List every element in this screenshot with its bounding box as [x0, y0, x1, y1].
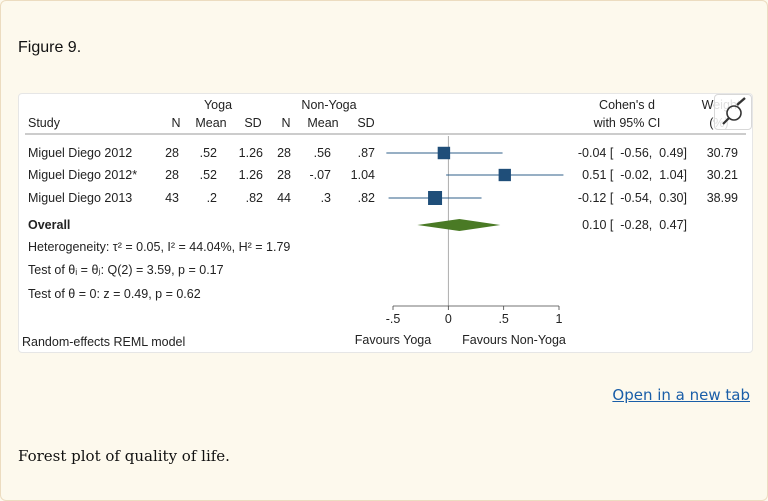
overall-ci: 0.10 [ -0.28, 0.47]: [582, 218, 687, 232]
forest-plot-figure[interactable]: Yoga Non-Yoga Cohen's d Weight Study N M…: [18, 93, 753, 353]
header-study: Study: [28, 116, 61, 130]
figure-caption: Forest plot of quality of life.: [18, 447, 230, 465]
effect-marker: [428, 191, 443, 205]
non-n: 28: [277, 168, 291, 182]
favours-nonyoga-label: Favours Non-Yoga: [462, 333, 566, 347]
yoga-n: 43: [165, 191, 179, 205]
study-rows: Miguel Diego 2012 28 .52 1.26 28 .56 .87 -0.04 …: [28, 146, 738, 205]
open-in-new-tab-link[interactable]: Open in a new tab: [612, 386, 750, 404]
x-tick-label: -.5: [386, 312, 401, 326]
heterogeneity-text: Heterogeneity: τ² = 0.05, I² = 44.04%, H…: [28, 240, 290, 254]
study-weight: 30.21: [707, 168, 738, 182]
non-mean: -.07: [309, 168, 331, 182]
x-tick-label: 0: [445, 312, 452, 326]
study-name: Miguel Diego 2012*: [28, 168, 137, 182]
magnifier-icon: [722, 97, 746, 125]
non-sd: .87: [358, 146, 375, 160]
header-effect: Cohen's d: [599, 98, 655, 112]
table-row: Miguel Diego 2012* 28 .52 1.26 28 -.07 1.04 0.5…: [28, 168, 738, 182]
study-ci: 0.51 [ -0.02, 1.04]: [582, 168, 687, 182]
table-row: Miguel Diego 2012 28 .52 1.26 28 .56 .87 -0.04 …: [28, 146, 738, 160]
x-tick-label: 1: [556, 312, 563, 326]
x-tick-label: .5: [498, 312, 508, 326]
non-n: 44: [277, 191, 291, 205]
model-label: Random-effects REML model: [22, 335, 185, 349]
study-ci: -0.04 [ -0.56, 0.49]: [578, 146, 687, 160]
header-yoga-n: N: [171, 116, 180, 130]
header-yoga-sd: SD: [244, 116, 261, 130]
header-yoga-mean: Mean: [195, 116, 226, 130]
header-nonyoga: Non-Yoga: [301, 98, 356, 112]
overall-label: Overall: [28, 218, 70, 232]
favours-yoga-label: Favours Yoga: [355, 333, 431, 347]
x-ticks: -.5 0 .5 1: [386, 306, 563, 326]
zoom-button[interactable]: [714, 94, 752, 130]
header-yoga: Yoga: [204, 98, 232, 112]
yoga-sd: .82: [246, 191, 263, 205]
plot-marks: [386, 146, 564, 231]
yoga-mean: .52: [200, 146, 217, 160]
study-ci: -0.12 [ -0.54, 0.30]: [578, 191, 687, 205]
test-theta-text: Test of θ = 0: z = 0.49, p = 0.62: [28, 287, 201, 301]
study-weight: 30.79: [707, 146, 738, 160]
effect-marker: [498, 168, 511, 182]
effect-marker: [437, 146, 451, 160]
study-weight: 38.99: [707, 191, 738, 205]
yoga-sd: 1.26: [239, 146, 263, 160]
non-sd: .82: [358, 191, 375, 205]
header-non-n: N: [281, 116, 290, 130]
header-ci: with 95% CI: [593, 116, 661, 130]
non-mean: .56: [314, 146, 331, 160]
non-n: 28: [277, 146, 291, 160]
yoga-mean: .52: [200, 168, 217, 182]
study-name: Miguel Diego 2012: [28, 146, 132, 160]
test-theta-i-text: Test of θᵢ = θⱼ: Q(2) = 3.59, p = 0.17: [28, 263, 224, 277]
yoga-n: 28: [165, 168, 179, 182]
yoga-mean: .2: [207, 191, 217, 205]
forest-plot: Yoga Non-Yoga Cohen's d Weight Study N M…: [22, 98, 746, 349]
figure-label: Figure 9.: [18, 39, 82, 56]
non-mean: .3: [321, 191, 331, 205]
overall-diamond: [417, 219, 501, 231]
table-row: Miguel Diego 2013 43 .2 .82 44 .3 .82 -0.12 [ -…: [28, 191, 738, 205]
yoga-n: 28: [165, 146, 179, 160]
header-non-mean: Mean: [307, 116, 338, 130]
non-sd: 1.04: [351, 168, 375, 182]
study-name: Miguel Diego 2013: [28, 191, 132, 205]
yoga-sd: 1.26: [239, 168, 263, 182]
header-non-sd: SD: [357, 116, 374, 130]
